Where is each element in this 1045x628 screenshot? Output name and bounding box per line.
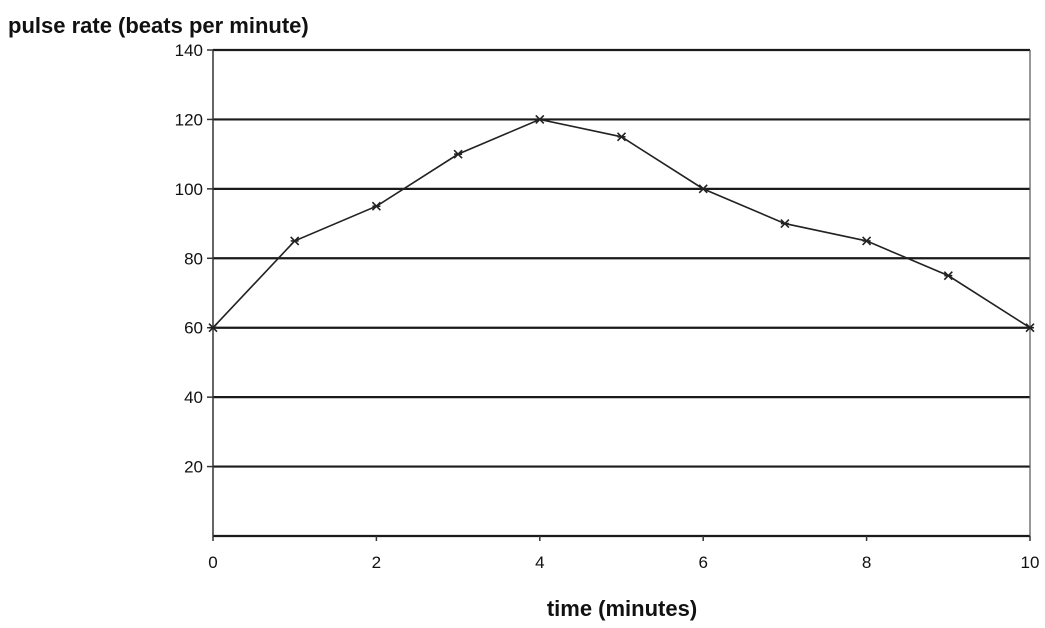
y-tick-label: 60 xyxy=(184,319,203,338)
x-tick-label: 0 xyxy=(208,553,217,572)
axes xyxy=(207,49,1031,541)
x-tick-label: 10 xyxy=(1021,553,1040,572)
data-point xyxy=(290,236,300,246)
data-point xyxy=(453,149,463,159)
data-point xyxy=(1025,323,1035,333)
data-point xyxy=(943,271,953,281)
x-tick-label: 2 xyxy=(372,553,381,572)
data-point xyxy=(780,219,790,229)
data-point xyxy=(535,114,545,124)
data-point xyxy=(208,323,218,333)
series xyxy=(208,114,1035,333)
y-tick-label: 20 xyxy=(184,458,203,477)
gridlines xyxy=(213,48,1030,468)
y-tick-labels: 20 40 60 80 100 120 140 xyxy=(175,41,203,477)
x-tick-label: 8 xyxy=(862,553,871,572)
x-tick-label: 4 xyxy=(535,553,544,572)
data-point xyxy=(616,132,627,142)
data-point xyxy=(698,184,708,194)
y-tick-label: 120 xyxy=(175,110,203,129)
series-line xyxy=(212,118,1031,329)
y-tick-label: 80 xyxy=(184,249,203,268)
x-tick-label: 6 xyxy=(698,553,707,572)
x-axis-title: time (minutes) xyxy=(547,596,697,621)
y-tick-label: 40 xyxy=(184,388,203,407)
y-axis-title: pulse rate (beats per minute) xyxy=(8,13,309,38)
data-point xyxy=(862,236,872,246)
y-tick-label: 140 xyxy=(175,41,203,60)
data-point xyxy=(371,201,381,211)
x-tick-labels: 0 2 4 6 8 10 xyxy=(208,553,1039,572)
y-tick-label: 100 xyxy=(175,180,203,199)
